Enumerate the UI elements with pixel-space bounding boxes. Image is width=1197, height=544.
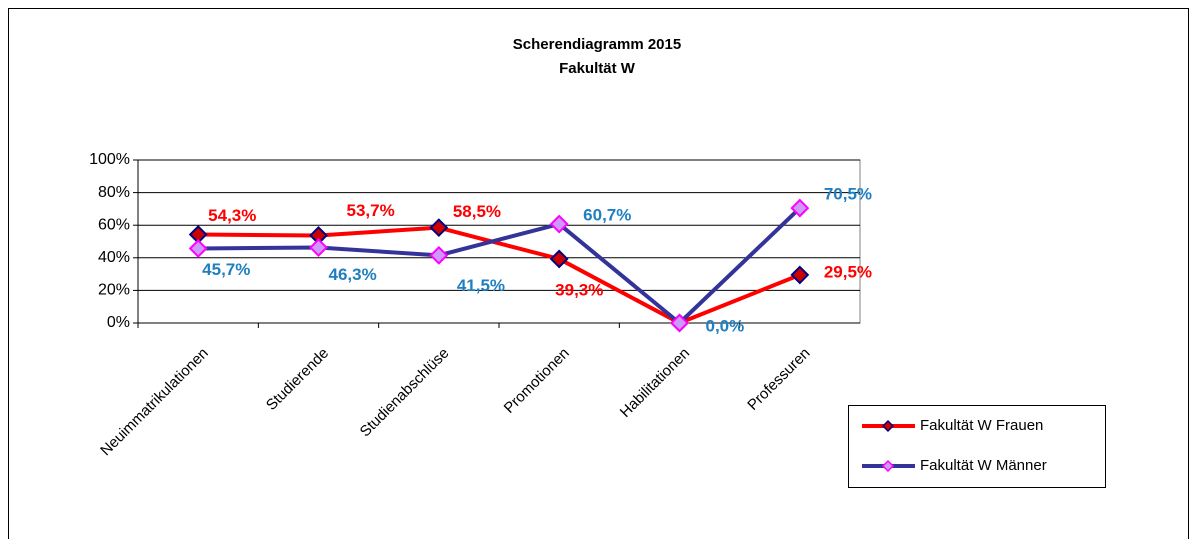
data-label: 70,5% xyxy=(824,185,872,204)
data-point xyxy=(188,239,208,258)
series-line xyxy=(198,206,802,325)
data-label: 39,3% xyxy=(555,280,603,299)
data-point xyxy=(429,245,449,265)
y-tick-label: 100% xyxy=(89,151,130,168)
y-tick-label: 20% xyxy=(98,282,130,299)
data-point xyxy=(670,313,689,333)
y-tick-label: 0% xyxy=(107,314,130,331)
data-point xyxy=(429,218,449,238)
legend-marker xyxy=(881,419,895,433)
y-tick-label: 40% xyxy=(98,249,130,266)
data-point xyxy=(790,198,810,218)
data-label: 29,5% xyxy=(824,262,872,281)
data-label: 0,0% xyxy=(706,316,745,335)
data-label: 41,5% xyxy=(457,276,505,295)
data-label: 46,3% xyxy=(329,265,377,284)
chart-title: Scherendiagramm 2015 xyxy=(513,36,681,53)
data-label: 58,5% xyxy=(453,202,501,221)
data-label: 45,7% xyxy=(202,260,250,279)
legend xyxy=(848,405,1106,488)
legend-label: Fakultät W Frauen xyxy=(920,417,1043,434)
legend-marker xyxy=(881,459,895,473)
data-point xyxy=(309,238,328,257)
y-tick-label: 80% xyxy=(98,184,130,201)
data-label: 60,7% xyxy=(583,206,631,225)
series-line xyxy=(198,225,801,325)
data-label: 53,7% xyxy=(347,201,395,220)
legend-label: Fakultät W Männer xyxy=(920,457,1047,474)
data-point xyxy=(549,214,569,234)
data-point xyxy=(790,265,810,285)
y-tick-label: 60% xyxy=(98,216,130,233)
chart-subtitle: Fakultät W xyxy=(559,60,636,77)
data-point xyxy=(549,249,569,269)
data-label: 54,3% xyxy=(208,206,256,225)
